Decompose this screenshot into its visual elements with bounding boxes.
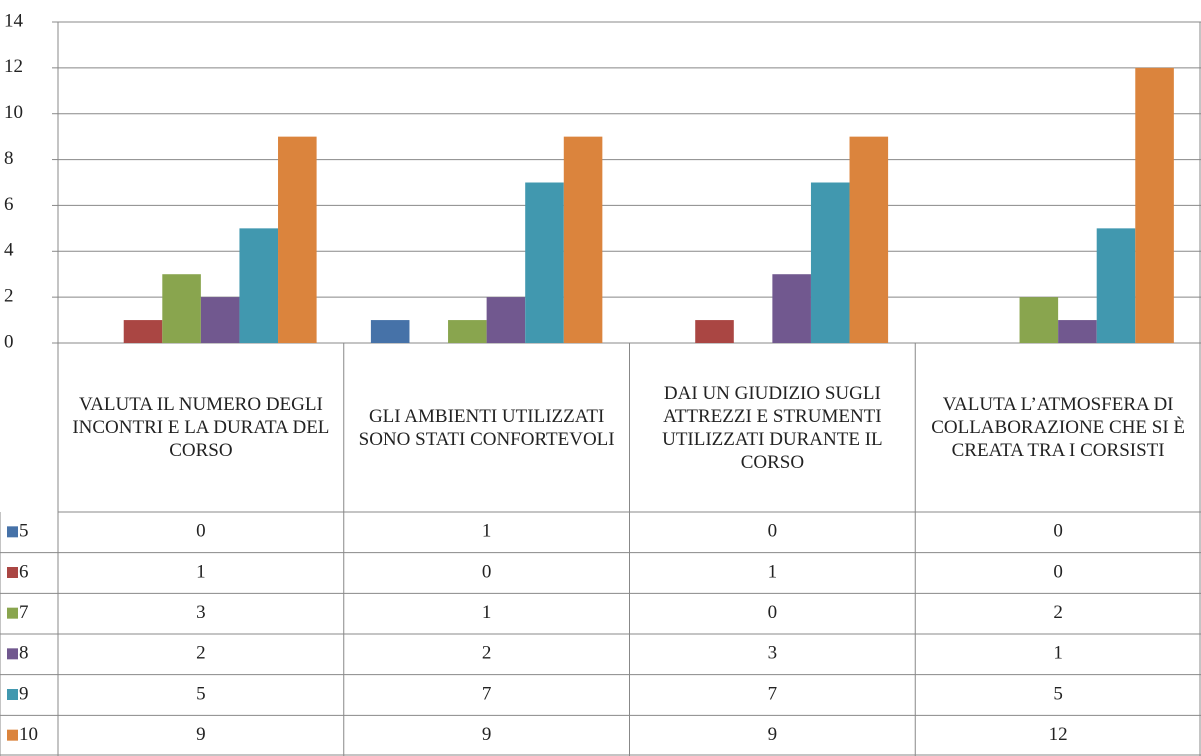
bar	[772, 274, 811, 343]
bar	[239, 228, 279, 343]
bar	[1058, 320, 1097, 343]
table-value: 5	[1053, 683, 1063, 704]
legend-label: 9	[19, 683, 29, 704]
y-tick-label: 4	[4, 240, 14, 261]
legend-label: 10	[19, 724, 38, 745]
table-value: 12	[1049, 724, 1068, 745]
bar	[123, 320, 163, 343]
bar	[486, 297, 526, 343]
table-value: 7	[482, 683, 492, 704]
table-value: 2	[482, 643, 492, 664]
legend-label: 7	[19, 602, 29, 623]
legend-swatch	[7, 729, 18, 741]
bar	[278, 136, 317, 343]
table-value: 0	[1053, 521, 1063, 542]
table-value: 1	[482, 521, 492, 542]
table-value: 1	[1053, 643, 1063, 664]
y-tick-label: 2	[4, 286, 14, 307]
table-value: 0	[482, 561, 492, 582]
bar	[1135, 67, 1174, 343]
bar	[695, 320, 734, 343]
bar	[162, 274, 201, 343]
legend-label: 6	[19, 561, 29, 582]
y-tick-label: 10	[4, 102, 23, 123]
bar	[370, 320, 410, 343]
bar	[1096, 228, 1136, 343]
table-value: 3	[196, 602, 206, 623]
legend-swatch	[7, 567, 18, 578]
bar	[810, 182, 850, 343]
table-value: 9	[768, 724, 778, 745]
legend-swatch	[7, 648, 18, 660]
table-value: 0	[1053, 561, 1063, 582]
legend-label: 8	[19, 643, 29, 664]
table-value: 9	[196, 724, 206, 745]
bar	[200, 297, 240, 343]
x-category-label: VALUTA L’ATMOSFERA DI COLLABORAZIONE CHE…	[931, 394, 1186, 461]
table-value: 5	[196, 683, 206, 704]
y-tick-label: 6	[4, 194, 14, 215]
bar	[849, 136, 889, 343]
table-value: 1	[196, 561, 206, 582]
legend-swatch	[7, 607, 18, 619]
y-tick-label: 8	[4, 148, 14, 169]
table-value: 0	[768, 602, 778, 623]
x-category-label: VALUTA IL NUMERO DEGLI INCONTRI E LA DUR…	[72, 394, 330, 461]
y-tick-label: 0	[4, 331, 14, 352]
legend-label: 5	[19, 521, 29, 542]
x-category-label: GLI AMBIENTI UTILIZZATI SONO STATI CONFO…	[358, 405, 615, 450]
table-value: 3	[768, 643, 778, 664]
bar	[563, 136, 603, 343]
x-category-label: DAI UN GIUDIZIO SUGLI ATTREZZI E STRUMEN…	[662, 382, 883, 473]
table-value: 2	[196, 643, 206, 664]
bar	[1019, 297, 1059, 343]
table-value: 0	[196, 521, 206, 542]
table-value: 1	[482, 602, 492, 623]
table-value: 9	[482, 724, 492, 745]
bar	[448, 320, 487, 343]
legend-swatch	[7, 526, 18, 538]
table-value: 7	[768, 683, 778, 704]
legend-swatch	[7, 689, 18, 700]
table-value: 0	[768, 521, 778, 542]
table-value: 2	[1053, 602, 1063, 623]
y-tick-label: 14	[4, 10, 24, 31]
table-value: 1	[768, 561, 778, 582]
y-tick-label: 12	[4, 56, 23, 77]
bar	[525, 182, 564, 343]
